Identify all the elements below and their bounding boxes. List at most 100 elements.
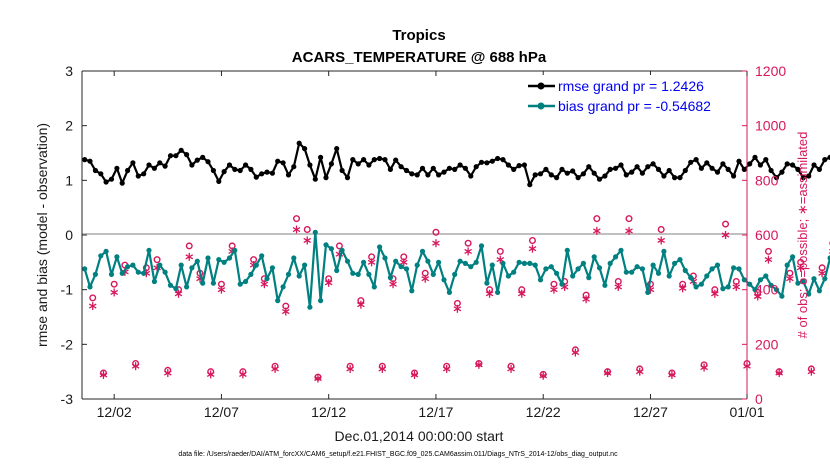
series-point: [474, 164, 479, 169]
series-point: [570, 168, 575, 173]
series-point: [506, 273, 511, 278]
series-point: [694, 157, 699, 162]
series-point: [307, 162, 312, 167]
series-point: [661, 173, 666, 178]
series-point: [656, 271, 661, 276]
series-point: [163, 164, 168, 169]
series-point: [436, 260, 441, 265]
series-point: [527, 182, 532, 187]
series-point: [388, 167, 393, 172]
series-point: [243, 279, 248, 284]
series-point: [559, 167, 564, 172]
series-point: [141, 271, 146, 276]
series-point: [404, 168, 409, 173]
series-point: [120, 181, 125, 186]
series-point: [629, 170, 634, 175]
series-point: [822, 157, 827, 162]
legend-bias-label: bias grand pr = -0.54682: [558, 98, 711, 114]
series-point: [699, 166, 704, 171]
series-point: [624, 172, 629, 177]
series-point: [699, 282, 704, 287]
series-point: [168, 283, 173, 288]
series-point: [565, 171, 570, 176]
series-point: [179, 263, 184, 268]
y-tick-label: -2: [61, 336, 74, 352]
series-point: [715, 170, 720, 175]
series-point: [275, 298, 280, 303]
legend: rmse grand pr = 1.2426 bias grand pr = -…: [522, 75, 743, 117]
series-point: [270, 171, 275, 176]
series-point: [694, 284, 699, 289]
series-point: [93, 272, 98, 277]
series-point: [811, 276, 816, 281]
y-right-tick-label: 200: [755, 336, 779, 352]
series-point: [640, 171, 645, 176]
series-point: [82, 157, 87, 162]
series-point: [592, 254, 597, 259]
series-point: [517, 260, 522, 265]
series-point: [608, 261, 613, 266]
y-right-tick-label: 0: [755, 391, 763, 407]
y-axis-label-right: # of obs: o=possible; ∗=assimilated: [795, 132, 810, 339]
series-point: [506, 162, 511, 167]
series-point: [409, 171, 414, 176]
series-point: [109, 177, 114, 182]
series-point: [736, 159, 741, 164]
series-point: [479, 243, 484, 248]
series-point: [200, 281, 205, 286]
series-point: [222, 260, 227, 265]
series-point: [452, 167, 457, 172]
series-point: [189, 265, 194, 270]
series-point: [645, 290, 650, 295]
series-point: [372, 157, 377, 162]
series-point: [613, 254, 618, 259]
series-point: [114, 166, 119, 171]
series-point: [361, 157, 366, 162]
series-point: [618, 248, 623, 253]
series-point: [420, 249, 425, 254]
series-point: [281, 284, 286, 289]
series-point: [441, 170, 446, 175]
series-point: [238, 168, 243, 173]
series-point: [683, 268, 688, 273]
series-point: [758, 162, 763, 167]
series-point: [264, 170, 269, 175]
series-point: [87, 284, 92, 289]
series-point: [415, 172, 420, 177]
series-point: [661, 249, 666, 254]
series-point: [495, 290, 500, 295]
series-point: [350, 271, 355, 276]
series-point: [109, 272, 114, 277]
series-point: [211, 168, 216, 173]
series-point: [490, 159, 495, 164]
series-point: [377, 156, 382, 161]
series-point: [431, 166, 436, 171]
series-point: [232, 167, 237, 172]
series-point: [811, 162, 816, 167]
series-point: [715, 263, 720, 268]
series-point: [114, 254, 119, 259]
series-point: [570, 273, 575, 278]
series-point: [238, 282, 243, 287]
series-point: [731, 265, 736, 270]
series-point: [248, 272, 253, 277]
series-point: [597, 177, 602, 182]
series-point: [211, 281, 216, 286]
series-point: [742, 167, 747, 172]
series-point: [104, 249, 109, 254]
series-point: [420, 166, 425, 171]
series-point: [720, 161, 725, 166]
y-right-tick-label: 800: [755, 172, 779, 188]
series-point: [259, 253, 264, 258]
x-axis-label: Dec.01,2014 00:00:00 start: [335, 428, 504, 444]
series-point: [581, 261, 586, 266]
series-point: [581, 171, 586, 176]
series-point: [340, 248, 345, 253]
series-point: [468, 173, 473, 178]
series-point: [275, 159, 280, 164]
series-point: [205, 159, 210, 164]
series-point: [425, 172, 430, 177]
series-point: [302, 146, 307, 151]
series-point: [785, 263, 790, 268]
